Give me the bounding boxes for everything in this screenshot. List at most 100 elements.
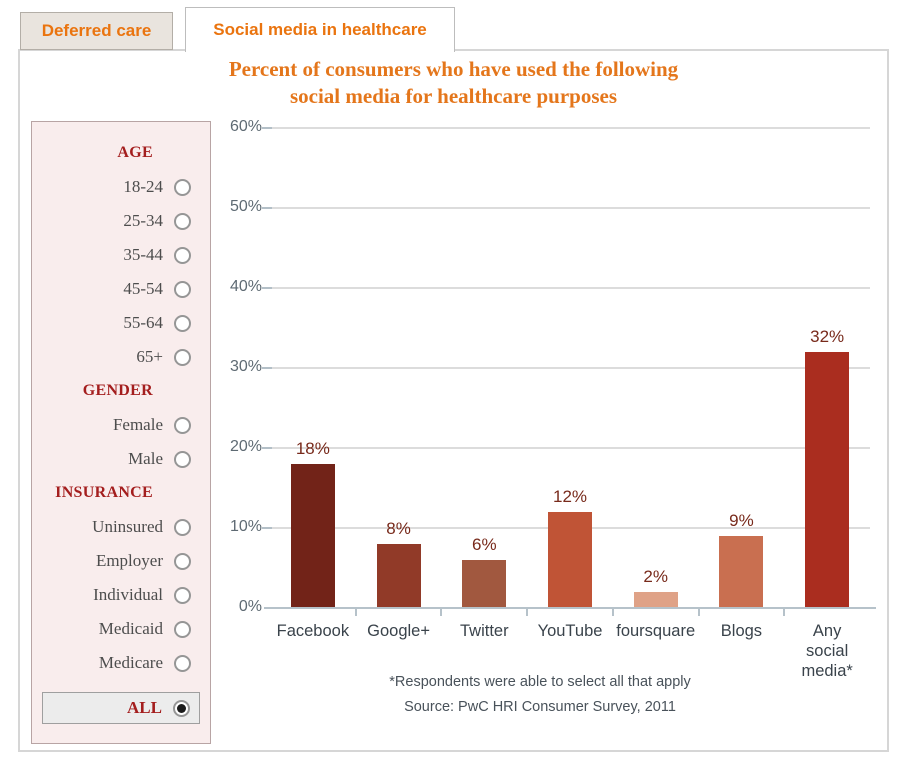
radio-button-icon[interactable] [174,178,191,196]
x-axis-tick [697,609,700,616]
y-axis-tick [262,287,272,289]
filter-option-18-24[interactable]: 18-24 [32,170,210,204]
bar-youtube [548,512,592,608]
bar-value-label: 12% [552,487,588,506]
x-axis-label: Any social media* [801,622,853,680]
radio-button-icon[interactable] [174,518,191,536]
x-axis-label: Blogs [720,622,763,640]
chart-title-line1: Percent of consumers who have used the f… [228,57,679,81]
bar-value-label: 8% [386,519,411,538]
y-axis-label: 50% [229,198,262,215]
filter-option-label: 35-44 [123,245,163,264]
gridline [270,207,870,209]
tab-social-media-in-healthcare[interactable]: Social media in healthcare [185,7,455,52]
filter-option-label: 45-54 [123,279,163,298]
tab-deferred-care-label: Deferred care [41,21,152,40]
x-axis-tick [611,609,614,616]
filter-rows: AGE 18-24 25-34 35-44 45-54 55-64 65+ GENDER Fem… [32,136,210,680]
bar-facebook [290,464,335,608]
y-axis-label: 40% [229,278,262,295]
filter-option-employer[interactable]: Employer [32,544,210,578]
filter-option-individual[interactable]: Individual [32,578,210,612]
filter-option-label: 25-34 [123,211,163,230]
y-axis-label: 30% [229,358,262,375]
radio-button-icon[interactable] [174,212,191,230]
gridline [270,367,870,369]
filter-panel: AGE 18-24 25-34 35-44 45-54 55-64 65+ GENDER Fem… [31,121,211,744]
filter-option-medicaid[interactable]: Medicaid [32,612,210,646]
filter-option-label: Employer [95,551,163,570]
radio-button-icon[interactable] [174,586,191,604]
radio-button-icon[interactable] [174,552,191,570]
y-axis-tick [262,127,272,129]
x-axis-label: Twitter [459,622,509,640]
bar-value-label: 2% [643,567,668,586]
radio-button-icon[interactable] [174,416,191,434]
y-axis-label: 20% [229,438,262,455]
group-heading-label: GENDER [82,382,153,399]
bar-any-social-media [805,352,850,608]
x-axis-label: YouTube [537,622,603,640]
filter-option-35-44[interactable]: 35-44 [32,238,210,272]
filter-option-uninsured[interactable]: Uninsured [32,510,210,544]
filter-option-medicare[interactable]: Medicare [32,646,210,680]
filter-group-heading-age: AGE [32,136,210,170]
bar-twitter [462,560,507,608]
x-axis-tick [783,609,786,616]
filter-option-label: Individual [93,585,163,604]
bar-value-label: 6% [471,535,497,554]
y-axis-tick [262,367,272,369]
y-axis-tick [262,527,272,529]
radio-button-icon[interactable] [174,654,191,672]
filter-option-label: Medicare [98,653,163,672]
filter-group-heading-insurance: INSURANCE [32,476,210,510]
gridline [270,127,870,129]
bar-google [376,544,421,608]
x-axis-tick [440,609,443,616]
y-axis-label: 10% [229,518,262,535]
radio-button-icon[interactable] [174,314,191,332]
filter-option-male[interactable]: Male [32,442,210,476]
bar-value-label: 18% [295,439,330,458]
filter-option-label: Medicaid [98,619,163,638]
filter-option-label: Uninsured [92,517,163,536]
y-axis-label: 60% [229,118,262,135]
chart-footnotes: *Respondents were able to select all tha… [240,670,840,720]
filter-option-label: 18-24 [123,177,163,196]
filter-option-label: Female [112,415,163,434]
footnote-source: Source: PwC HRI Consumer Survey, 2011 [404,699,676,715]
tab-deferred-care[interactable]: Deferred care [20,12,173,50]
radio-button-all-icon[interactable] [173,699,190,717]
group-heading-label: INSURANCE [55,484,153,501]
filter-group-heading-gender: GENDER [32,374,210,408]
y-axis-tick [262,207,272,209]
bar-value-label: 32% [810,327,845,346]
filter-option-65-[interactable]: 65+ [32,340,210,374]
filter-option-55-64[interactable]: 55-64 [32,306,210,340]
gridline [270,447,870,449]
filter-option-25-34[interactable]: 25-34 [32,204,210,238]
bar-chart: *Respondents were able to select all tha… [218,112,890,727]
radio-button-icon[interactable] [174,620,191,638]
filter-option-label: 55-64 [123,313,163,332]
chart-title: Percent of consumers who have used the f… [18,56,889,110]
bar-foursquare [633,592,678,608]
radio-button-icon[interactable] [174,280,191,298]
x-axis-label: Facebook [276,622,350,640]
filter-option-label: 65+ [136,347,163,366]
filter-option-all[interactable]: ALL [42,692,200,724]
gridline [270,287,870,289]
x-axis-label: Google+ [367,622,430,640]
x-axis-tick [354,609,357,616]
x-axis-tick [526,609,529,616]
x-axis-line [264,607,876,609]
group-heading-label: AGE [117,144,153,161]
filter-option-label: Male [128,449,163,468]
x-axis-label: foursquare [616,622,696,640]
radio-button-icon[interactable] [174,450,191,468]
radio-button-icon[interactable] [174,246,191,264]
filter-option-female[interactable]: Female [32,408,210,442]
bar-value-label: 9% [729,511,754,530]
filter-option-45-54[interactable]: 45-54 [32,272,210,306]
radio-button-icon[interactable] [174,348,191,366]
